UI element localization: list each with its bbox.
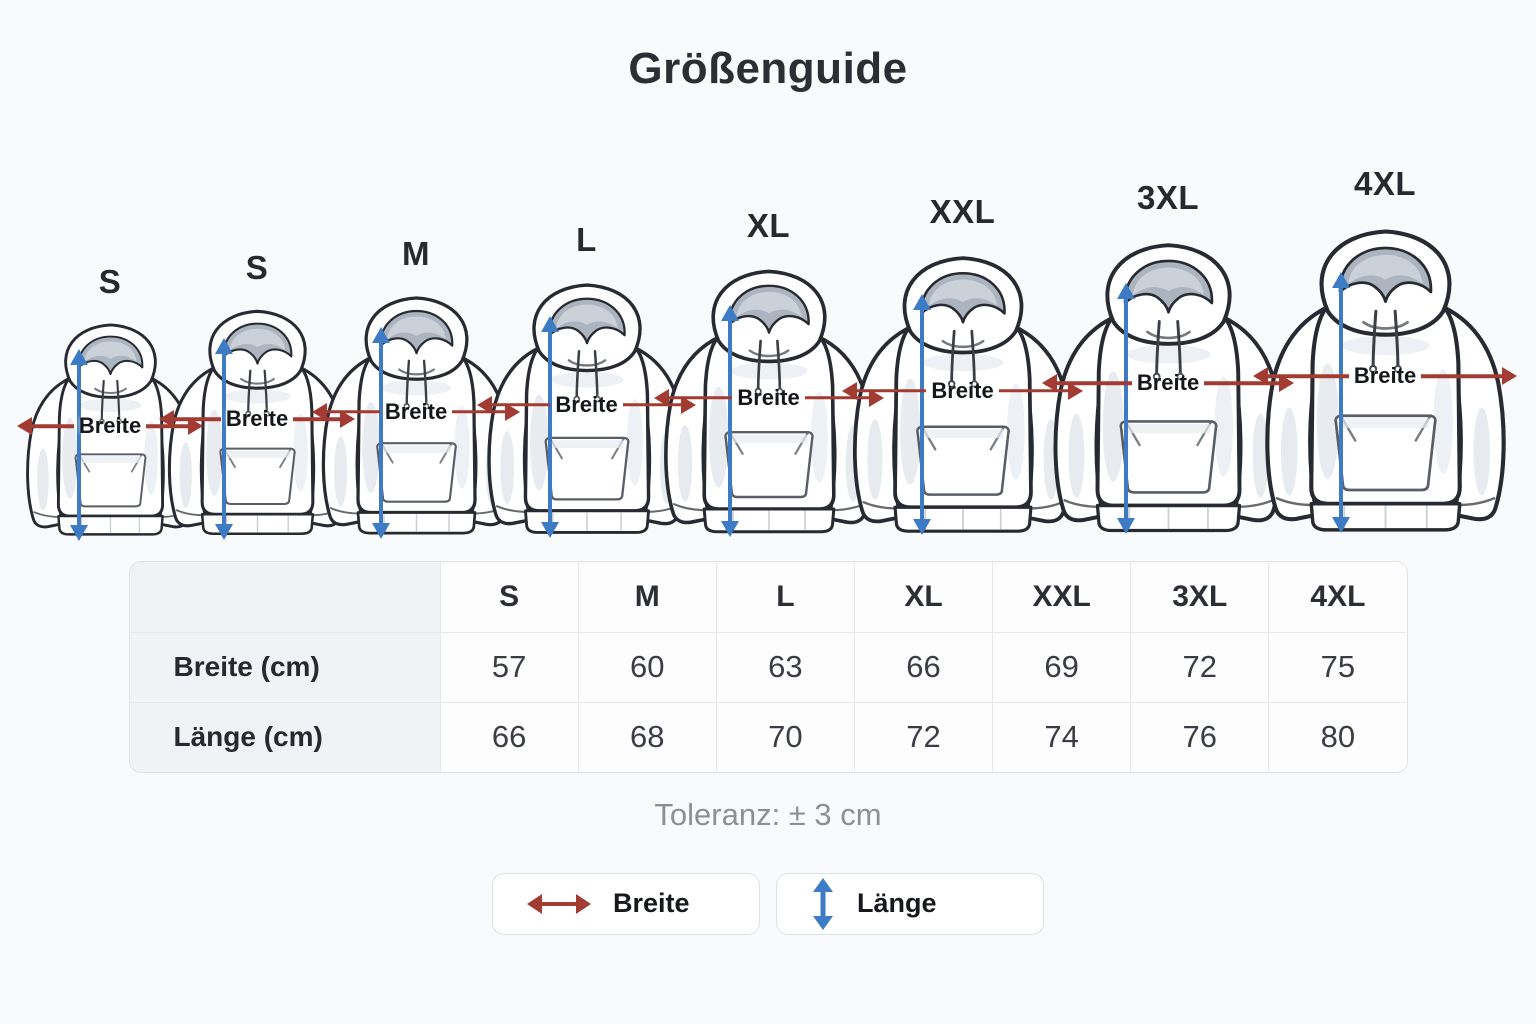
table-header-cell: XL	[853, 561, 993, 632]
hoodie-illustration: Breite	[649, 257, 889, 545]
breite-arrow: Breite	[655, 385, 883, 411]
legend-laenge: Länge	[776, 872, 1044, 935]
laenge-vertical-arrow-icon	[811, 877, 835, 930]
legend-breite-label: Breite	[613, 888, 690, 919]
hoodie-illustration: Breite	[308, 285, 525, 545]
breite-arrow-left-head	[18, 416, 76, 436]
table-value-cell: 57	[439, 631, 578, 702]
breite-arrow-label: Breite	[931, 377, 994, 403]
hoodie-figure-m-2: M Breite	[308, 235, 525, 545]
hoodie-figure-l-3: L Breite	[473, 221, 701, 545]
table-value-cell: 74	[992, 701, 1131, 772]
table-header-cell: 4XL	[1268, 561, 1407, 632]
table-value-cell: 60	[577, 631, 716, 702]
table-value-cell: 66	[439, 701, 578, 772]
legend-breite: Breite	[492, 872, 760, 935]
hoodie-illustration: Breite	[1248, 215, 1523, 545]
breite-arrow: Breite	[18, 413, 201, 439]
breite-horizontal-arrow-icon	[527, 893, 591, 915]
size-table: S M L XL XXL 3XL 4XL Breite (cm) 57 60 63 66 69 72 75 L…	[128, 560, 1408, 773]
hoodie-size-label: XL	[746, 206, 791, 244]
table-value-cell: 66	[853, 631, 993, 702]
breite-arrow: Breite	[1254, 363, 1515, 389]
breite-arrow-left-head	[160, 409, 223, 429]
hoodie-size-label: S	[98, 262, 122, 300]
table-value-cell: 80	[1268, 701, 1407, 772]
table-value-cell: 72	[853, 701, 993, 772]
hoodie-size-label: XXL	[929, 192, 996, 230]
breite-arrow-right-head	[1419, 366, 1515, 386]
breite-arrow-label: Breite	[225, 406, 289, 432]
laenge-arrow	[222, 352, 227, 525]
table-value-cell: 68	[577, 701, 716, 772]
breite-arrow-left-head	[1043, 373, 1134, 393]
table-row-label: Breite (cm)	[129, 631, 440, 702]
table-header-cell: S	[439, 561, 578, 632]
breite-arrow: Breite	[843, 378, 1082, 404]
hoodie-size-label: 3XL	[1136, 178, 1200, 216]
breite-arrow-left-head	[843, 381, 929, 401]
laenge-arrow	[548, 330, 553, 523]
breite-arrow-left-head	[478, 395, 552, 415]
laenge-arrow	[77, 363, 82, 527]
table-header-cell: 3XL	[1130, 561, 1269, 632]
tolerance-note: Toleranz: ± 3 cm	[654, 796, 882, 832]
page-title: Größenguide	[628, 44, 908, 93]
hoodie-illustration: Breite	[837, 243, 1089, 545]
hoodie-size-label: S	[245, 248, 269, 286]
hoodie-figure-4xl-7: 4XL Breite	[1248, 165, 1523, 545]
hoodie-illustration: Breite	[14, 313, 207, 545]
breite-arrow-label: Breite	[384, 398, 448, 424]
hoodie-figure-xl-4: XL Breite	[649, 207, 889, 545]
breite-arrow-label: Breite	[78, 413, 142, 439]
legend: Breite Länge	[0, 872, 1536, 935]
table-value-cell: 63	[715, 631, 854, 702]
breite-arrow-label: Breite	[1136, 370, 1200, 396]
hoodie-size-label: L	[576, 220, 597, 258]
table-header-cell: M	[577, 561, 716, 632]
hoodie-size-label: M	[402, 234, 430, 272]
hoodie-illustration: Breite	[473, 271, 701, 545]
hoodie-figure-s-0: S Breite	[14, 263, 207, 545]
breite-arrow-left-head	[1254, 366, 1350, 386]
hoodie-figure-3xl-6: 3XL Breite	[1037, 179, 1300, 545]
table-value-cell: 70	[715, 701, 854, 772]
breite-arrow-left-head	[655, 388, 735, 408]
laenge-arrow	[379, 341, 384, 524]
breite-arrow-label: Breite	[1353, 363, 1417, 389]
hoodie-figure-xxl-5: XXL Breite	[837, 193, 1089, 545]
table-corner-cell	[129, 561, 440, 632]
breite-arrow: Breite	[478, 392, 695, 418]
breite-arrow-left-head	[313, 402, 382, 422]
laenge-arrow	[920, 309, 925, 521]
laenge-arrow	[1339, 287, 1343, 519]
table-header-cell: L	[715, 561, 854, 632]
breite-arrow-label: Breite	[555, 391, 618, 417]
table-value-cell: 75	[1268, 631, 1407, 702]
laenge-arrow	[728, 319, 733, 522]
breite-arrow: Breite	[1043, 370, 1293, 396]
hoodie-size-label: 4XL	[1353, 164, 1417, 202]
legend-laenge-label: Länge	[857, 888, 937, 919]
breite-arrow-label: Breite	[737, 384, 800, 410]
table-value-cell: 76	[1130, 701, 1269, 772]
table-row-label: Länge (cm)	[129, 701, 440, 772]
hoodie-figure-s-1: S Breite	[155, 249, 360, 545]
table-header-cell: XXL	[992, 561, 1131, 632]
hoodie-illustration: Breite	[1037, 229, 1300, 545]
table-value-cell: 69	[992, 631, 1131, 702]
breite-arrow: Breite	[313, 399, 519, 425]
hoodie-illustration: Breite	[155, 299, 360, 545]
laenge-arrow	[1123, 298, 1128, 520]
table-value-cell: 72	[1130, 631, 1269, 702]
hoodie-row: S Breite S Breite M	[0, 165, 1536, 545]
breite-arrow: Breite	[160, 406, 355, 432]
